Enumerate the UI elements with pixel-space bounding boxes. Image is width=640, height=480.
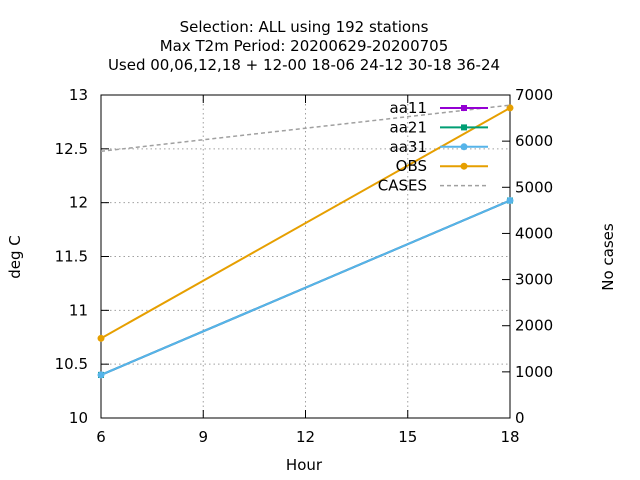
data-point-aa31 xyxy=(506,197,514,205)
x-tick-label: 18 xyxy=(500,428,519,446)
series-line-cases xyxy=(100,104,511,153)
data-point-obs xyxy=(506,104,514,112)
y-axis-label: deg C xyxy=(6,235,24,279)
legend-label-aa31: aa31 xyxy=(390,138,427,156)
y2-tick-label: 5000 xyxy=(515,178,553,196)
legend-label-aa21: aa21 xyxy=(390,118,427,136)
y-tick-label: 10 xyxy=(69,409,88,427)
y-tick-label: 10.5 xyxy=(55,355,88,373)
y-tick-label: 12 xyxy=(69,194,88,212)
y2-tick-label: 1000 xyxy=(515,363,553,381)
series-line-obs xyxy=(100,107,511,340)
x-axis-label: Hour xyxy=(286,456,323,474)
legend-label-aa11: aa11 xyxy=(390,99,427,117)
y-tick-label: 11 xyxy=(69,301,88,319)
grid xyxy=(101,95,510,418)
y-tick-label: 12.5 xyxy=(55,140,88,158)
y2-tick-label: 4000 xyxy=(515,224,553,242)
y2-tick-label: 6000 xyxy=(515,132,553,150)
y2-axis-label: No cases xyxy=(599,223,617,291)
legend-label-cases: CASES xyxy=(378,177,427,195)
x-tick-label: 9 xyxy=(198,428,208,446)
legend-label-obs: OBS xyxy=(396,157,427,175)
title-line-3: Used 00,06,12,18 + 12-00 18-06 24-12 30-… xyxy=(108,56,500,74)
y2-tick-label: 7000 xyxy=(515,86,553,104)
x-tick-label: 12 xyxy=(296,428,315,446)
y2-tick-label: 0 xyxy=(515,409,525,427)
legend-marker-aa21 xyxy=(461,124,467,131)
y2-tick-label: 2000 xyxy=(515,317,553,335)
title-line-1: Selection: ALL using 192 stations xyxy=(180,18,429,36)
chart-title: Selection: ALL using 192 stations Max T2… xyxy=(108,18,500,74)
legend-marker-aa11 xyxy=(461,105,467,111)
axes: 6 9 12 15 18 10 10.5 11 11.5 12 12.5 13 0 1000 2000 300… xyxy=(55,86,554,446)
title-line-2: Max T2m Period: 20200629-20200705 xyxy=(160,37,449,55)
data-point-obs xyxy=(97,334,105,342)
y-tick-label: 11.5 xyxy=(55,248,88,266)
legend-marker-aa31 xyxy=(460,143,468,151)
y-tick-label: 13 xyxy=(69,86,88,104)
series-line-aa31 xyxy=(100,199,511,376)
y2-tick-label: 3000 xyxy=(515,271,553,289)
legend-marker-obs xyxy=(460,162,468,170)
x-tick-label: 6 xyxy=(96,428,106,446)
x-tick-label: 15 xyxy=(398,428,417,446)
data-point-aa31 xyxy=(97,371,105,379)
